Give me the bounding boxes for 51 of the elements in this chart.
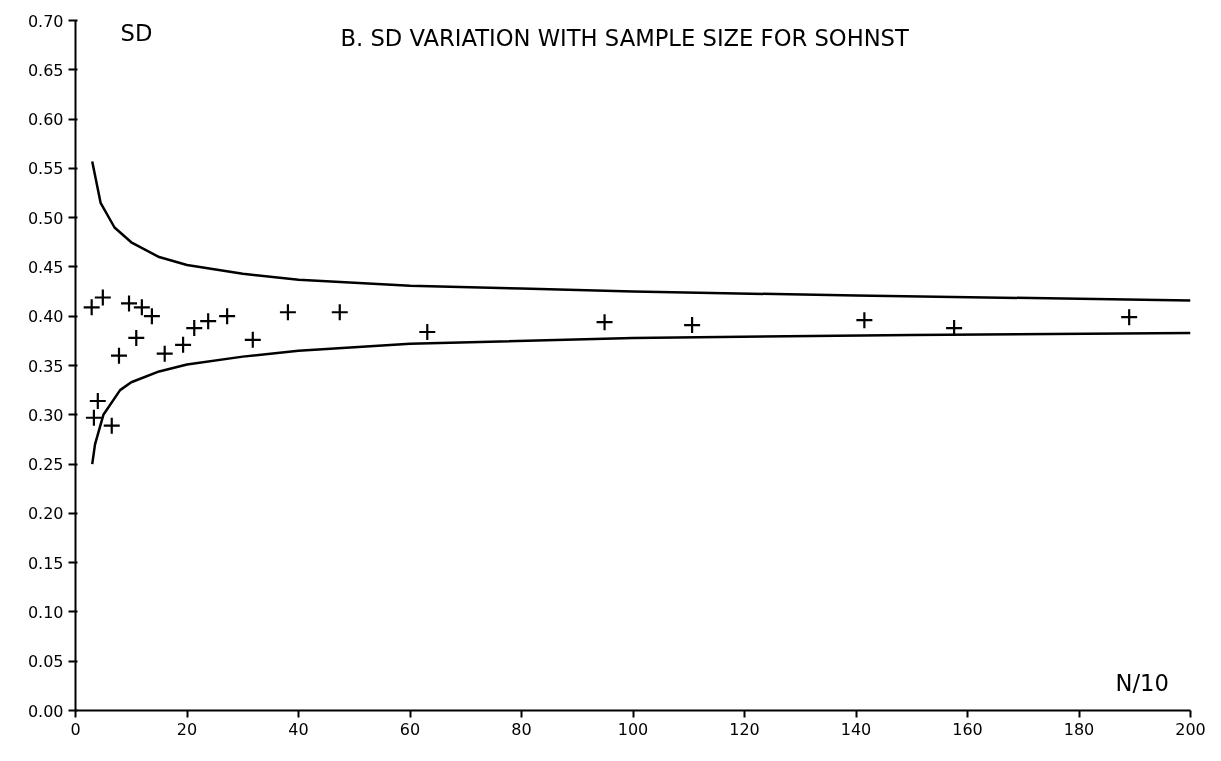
x-tick-label: 20 [176, 719, 198, 739]
point [155, 344, 174, 363]
y-tick-label: 0.70 [27, 11, 64, 31]
x-tick-label: 0 [70, 719, 81, 739]
point [88, 391, 107, 411]
y-tick-label: 0.45 [27, 257, 64, 277]
chart-title: B. SD VARIATION WITH SAMPLE SIZE FOR SOHNST [340, 24, 909, 51]
point [127, 328, 146, 347]
x-tick-label: 40 [288, 719, 309, 739]
point [132, 298, 151, 317]
point [855, 311, 874, 330]
x-tick-label: 80 [511, 719, 532, 739]
point [174, 335, 193, 354]
y-tick-label: 0.50 [27, 208, 64, 228]
x-tick-label: 160 [952, 719, 983, 739]
y-tick-label: 0.05 [27, 652, 64, 672]
point [218, 307, 237, 326]
point [278, 303, 298, 322]
point [595, 313, 614, 332]
x-tick-label: 120 [729, 719, 760, 739]
y-tick-label: 0.60 [27, 110, 64, 130]
point [109, 346, 129, 365]
x-tick-label: 200 [1175, 719, 1206, 739]
x-axis-title: N/10 [1115, 669, 1169, 696]
y-tick-label: 0.10 [27, 602, 64, 622]
x-tick-label: 100 [617, 719, 649, 739]
point [1120, 308, 1139, 327]
y-tick-label: 0.15 [27, 553, 64, 573]
point [102, 416, 121, 435]
point [185, 318, 204, 338]
y-tick-label: 0.65 [27, 60, 64, 80]
y-axis-title: SD [120, 19, 153, 46]
y-tick-label: 0.25 [27, 455, 64, 475]
line-series [90, 160, 1191, 302]
point [330, 303, 349, 322]
point [199, 312, 218, 331]
point [418, 322, 437, 342]
point [142, 307, 161, 326]
point [682, 315, 702, 335]
x-tick-label: 60 [399, 719, 421, 739]
y-tick-label: 0.00 [27, 701, 64, 721]
point [243, 330, 262, 349]
point [119, 294, 139, 313]
x-tick-label: 180 [1063, 719, 1095, 739]
x-tick-label: 140 [840, 719, 872, 739]
y-tick-label: 0.40 [27, 307, 64, 327]
y-tick-label: 0.30 [27, 405, 64, 425]
point [84, 408, 103, 427]
y-tick-label: 0.55 [27, 159, 64, 179]
y-tick-label: 0.35 [27, 356, 64, 376]
y-tick-label: 0.20 [27, 504, 64, 524]
